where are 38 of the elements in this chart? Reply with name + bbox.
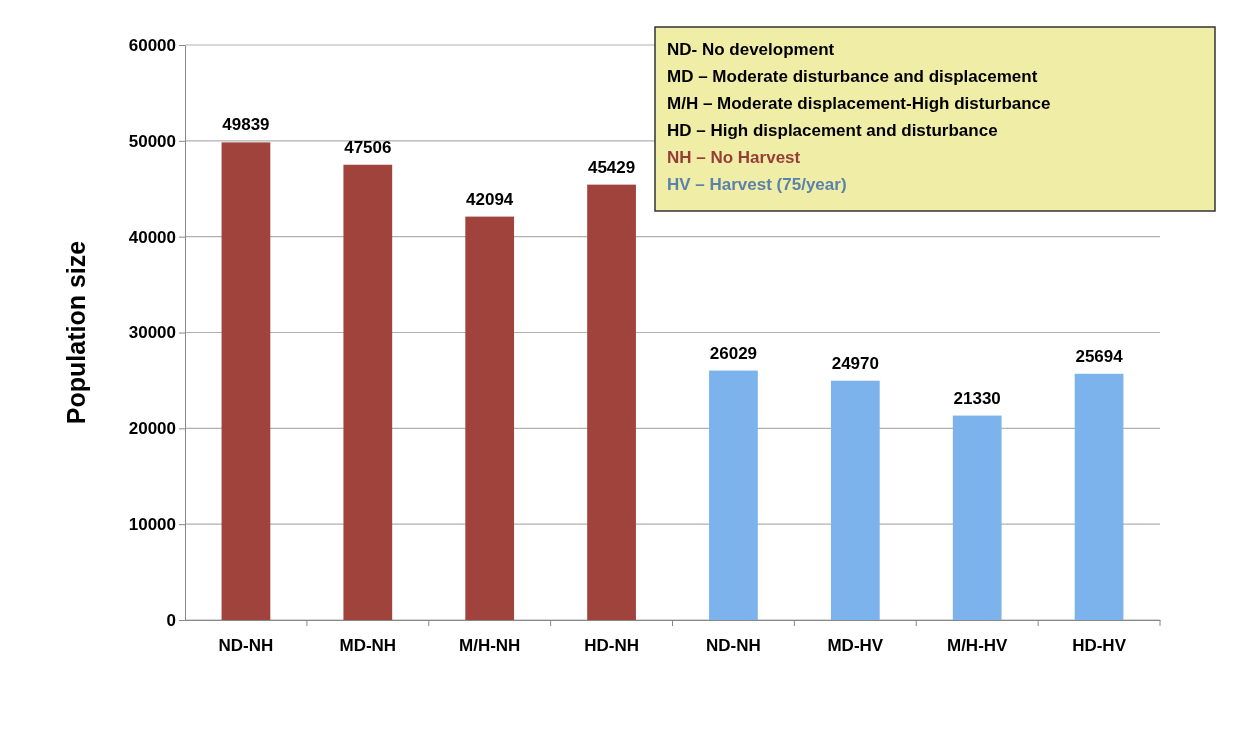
x-tick-label: HD-HV [1072, 636, 1127, 656]
data-label: 25694 [1075, 346, 1124, 366]
bar [587, 184, 636, 620]
bar [343, 164, 393, 620]
data-label: 24970 [831, 353, 879, 373]
bar [221, 142, 271, 620]
data-label: 47506 [344, 137, 392, 157]
x-tick-label: MD-HV [827, 636, 884, 656]
y-tick-label: 30000 [128, 323, 176, 343]
data-label: 21330 [953, 388, 1001, 408]
annotation: MD – Moderate disturbance and displacement [667, 67, 1038, 86]
y-tick-label: 40000 [128, 227, 176, 247]
annotation: NH – No Harvest [667, 148, 801, 167]
x-tick-label: MD-NH [339, 636, 397, 656]
x-tick-label: M/H-NH [458, 636, 521, 656]
annotation: HD – High displacement and disturbance [667, 121, 998, 140]
annotation: ND- No development [667, 40, 835, 59]
y-tick-label: 50000 [128, 131, 176, 151]
bar [952, 415, 1002, 620]
bar [465, 216, 515, 620]
y-tick-label: 20000 [128, 419, 176, 439]
annotation: HV – Harvest (75/year) [667, 175, 847, 194]
y-tick-label: 10000 [128, 515, 176, 535]
bar [709, 370, 758, 620]
y-axis-title: Population size [62, 240, 90, 425]
data-label: 42094 [466, 189, 514, 209]
data-label: 49839 [222, 115, 270, 135]
bar [1074, 373, 1124, 620]
data-label: 26029 [709, 343, 758, 363]
x-tick-label: ND-NH [218, 636, 274, 656]
x-tick-label: M/H-HV [946, 636, 1009, 656]
y-tick-label: 0 [166, 610, 176, 630]
data-label: 45429 [587, 157, 636, 177]
annotation: M/H – Moderate displacement-High disturbance [667, 94, 1051, 113]
x-tick-label: ND-NH [706, 636, 761, 656]
x-tick-label: HD-NH [584, 636, 639, 656]
y-tick-label: 60000 [128, 35, 176, 55]
bar [830, 380, 880, 620]
